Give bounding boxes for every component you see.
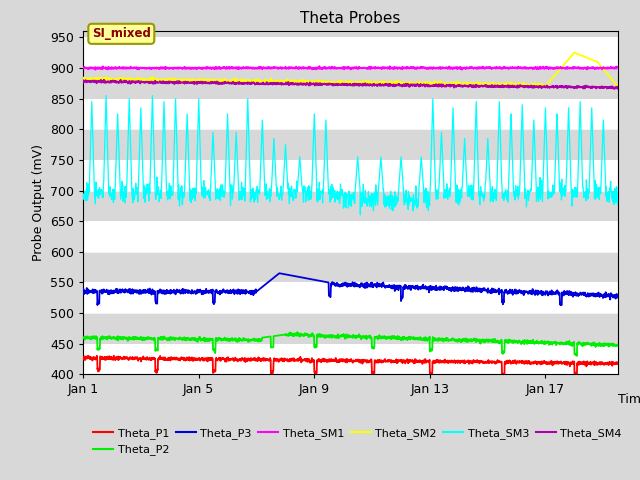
Bar bbox=[83, 252, 618, 282]
Bar bbox=[83, 221, 618, 252]
Bar bbox=[83, 68, 618, 98]
X-axis label: Time: Time bbox=[618, 393, 640, 406]
Text: SI_mixed: SI_mixed bbox=[92, 27, 151, 40]
Y-axis label: Probe Output (mV): Probe Output (mV) bbox=[31, 144, 45, 261]
Title: Theta Probes: Theta Probes bbox=[300, 11, 401, 26]
Bar bbox=[83, 313, 618, 344]
Bar bbox=[83, 98, 618, 129]
Bar bbox=[83, 191, 618, 221]
Bar bbox=[83, 37, 618, 68]
Bar bbox=[83, 282, 618, 313]
Bar bbox=[83, 129, 618, 160]
Legend: Theta_P1, Theta_P2, Theta_P3, Theta_SM1, Theta_SM2, Theta_SM3, Theta_SM4: Theta_P1, Theta_P2, Theta_P3, Theta_SM1,… bbox=[89, 423, 627, 460]
Bar bbox=[83, 344, 618, 374]
Bar bbox=[83, 160, 618, 191]
